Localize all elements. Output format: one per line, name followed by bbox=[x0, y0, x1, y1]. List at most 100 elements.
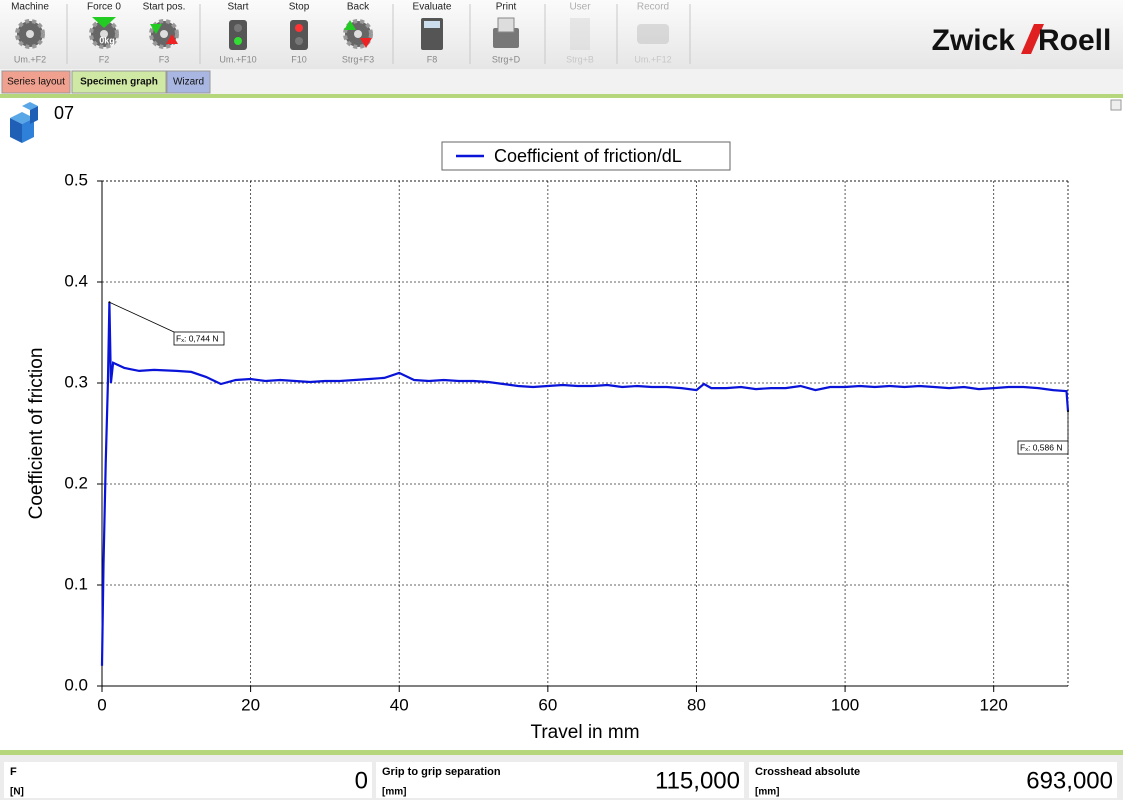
button-label: Start bbox=[227, 2, 248, 13]
toolbar-button[interactable]: Stop F10 bbox=[289, 2, 310, 65]
status-value: 693,000 bbox=[1026, 767, 1113, 794]
status-field bbox=[749, 762, 1117, 798]
y-tick-label: 0.5 bbox=[64, 170, 88, 189]
arrow bbox=[344, 20, 356, 30]
button-shortcut: F3 bbox=[159, 54, 170, 64]
x-tick-label: 120 bbox=[980, 695, 1008, 714]
tab[interactable] bbox=[166, 70, 211, 94]
button-shortcut: F8 bbox=[427, 54, 438, 64]
gear-hub bbox=[100, 30, 108, 38]
status-value: 0 bbox=[355, 767, 368, 794]
status-unit: [N] bbox=[10, 787, 24, 798]
status-label: Crosshead absolute bbox=[755, 766, 860, 778]
legend-label: Coefficient of friction/dL bbox=[494, 146, 682, 166]
button-label: Print bbox=[496, 2, 517, 13]
button-label: Stop bbox=[289, 2, 310, 13]
legend-box bbox=[441, 141, 731, 171]
status-separator bbox=[0, 750, 1123, 755]
toolbar-button[interactable]: Print Strg+D bbox=[492, 2, 521, 65]
button-shortcut: Um.+F10 bbox=[219, 54, 256, 64]
button-shortcut: F2 bbox=[99, 54, 110, 64]
status-label: Grip to grip separation bbox=[382, 766, 501, 778]
y-tick-label: 0.1 bbox=[64, 574, 88, 593]
tab-label: Series layout bbox=[7, 77, 65, 88]
status-unit: [mm] bbox=[382, 787, 406, 798]
button-icon bbox=[229, 20, 247, 50]
graph-area bbox=[0, 98, 1123, 750]
arrow bbox=[166, 34, 178, 44]
button-icon bbox=[637, 24, 669, 44]
button-label: Record bbox=[637, 2, 669, 13]
y-tick-label: 0.3 bbox=[64, 372, 88, 391]
x-tick-label: 0 bbox=[97, 695, 106, 714]
icon-text: 0kg bbox=[99, 35, 115, 45]
button-label: Evaluate bbox=[413, 2, 452, 13]
tab-label: Specimen graph bbox=[80, 77, 158, 88]
logo-left: Zwick bbox=[932, 24, 1016, 57]
lamp bbox=[295, 37, 303, 45]
status-field bbox=[376, 762, 744, 798]
arrow bbox=[360, 38, 372, 48]
display bbox=[424, 21, 440, 28]
button-label: Machine bbox=[11, 2, 49, 13]
status-label: F bbox=[10, 766, 17, 778]
button-shortcut: Um.+F12 bbox=[634, 54, 671, 64]
button-shortcut: Strg+B bbox=[566, 54, 594, 64]
toolbar-button[interactable]: Back Strg+F3 bbox=[342, 2, 374, 65]
button-label: User bbox=[569, 2, 591, 13]
y-tick-label: 0.0 bbox=[64, 675, 88, 694]
status-field bbox=[4, 762, 372, 798]
y-tick-label: 0.4 bbox=[64, 271, 88, 290]
arrow bbox=[150, 24, 162, 34]
toolbar-button[interactable]: Record Um.+F12 bbox=[634, 2, 671, 65]
x-tick-label: 80 bbox=[687, 695, 706, 714]
button-icon bbox=[570, 18, 590, 50]
x-tick-label: 20 bbox=[241, 695, 260, 714]
logo-slash bbox=[1021, 24, 1044, 54]
toolbar-button[interactable]: Start pos. F3 bbox=[143, 2, 186, 65]
data-line bbox=[100, 302, 1070, 666]
toolbar-button[interactable]: Evaluate F8 bbox=[413, 2, 452, 65]
tab[interactable] bbox=[71, 70, 167, 94]
button-label: Back bbox=[347, 2, 370, 13]
toolbar-separators bbox=[66, 4, 691, 64]
button-icon bbox=[493, 28, 519, 48]
toolbar-button[interactable]: Machine Um.+F2 bbox=[11, 2, 49, 65]
gear-hub bbox=[26, 30, 34, 38]
button-label: Force 0 bbox=[87, 2, 121, 13]
lamp bbox=[295, 24, 303, 32]
toolbar-button[interactable]: Force 0 0kg F2 bbox=[87, 2, 121, 65]
toolbar-button[interactable]: User Strg+B bbox=[566, 2, 594, 65]
annotation-text: Fₓ: 0,586 N bbox=[1020, 442, 1062, 452]
annotation-text: Fₓ: 0,744 N bbox=[176, 333, 218, 343]
paper bbox=[497, 17, 515, 33]
specimen-number: 07 bbox=[54, 103, 74, 123]
button-icon bbox=[290, 20, 308, 50]
status-value: 115,000 bbox=[655, 767, 740, 794]
x-tick-label: 60 bbox=[538, 695, 557, 714]
annotation-box bbox=[1017, 440, 1069, 455]
annotation-box bbox=[173, 331, 225, 346]
y-axis-label: Coefficient of friction bbox=[26, 348, 47, 520]
collapse-button[interactable] bbox=[1110, 99, 1122, 111]
status-unit: [mm] bbox=[755, 787, 779, 798]
toolbar bbox=[0, 0, 1123, 69]
tab-label: Wizard bbox=[173, 77, 204, 88]
gear-hub bbox=[160, 30, 168, 38]
tab[interactable] bbox=[1, 70, 71, 94]
x-tick-label: 100 bbox=[831, 695, 859, 714]
x-tick-label: 40 bbox=[390, 695, 409, 714]
lamp bbox=[234, 37, 242, 45]
tab-underline bbox=[0, 94, 1123, 98]
toolbar-button[interactable]: Start Um.+F10 bbox=[219, 2, 256, 65]
button-shortcut: Strg+D bbox=[492, 54, 521, 64]
button-shortcut: Um.+F2 bbox=[14, 54, 46, 64]
logo-right: Roell bbox=[1038, 24, 1111, 57]
y-tick-label: 0.2 bbox=[64, 473, 88, 492]
gear-hub bbox=[354, 30, 362, 38]
x-axis-label: Travel in mm bbox=[530, 722, 639, 743]
button-label: Start pos. bbox=[143, 2, 186, 13]
button-shortcut: F10 bbox=[291, 54, 307, 64]
